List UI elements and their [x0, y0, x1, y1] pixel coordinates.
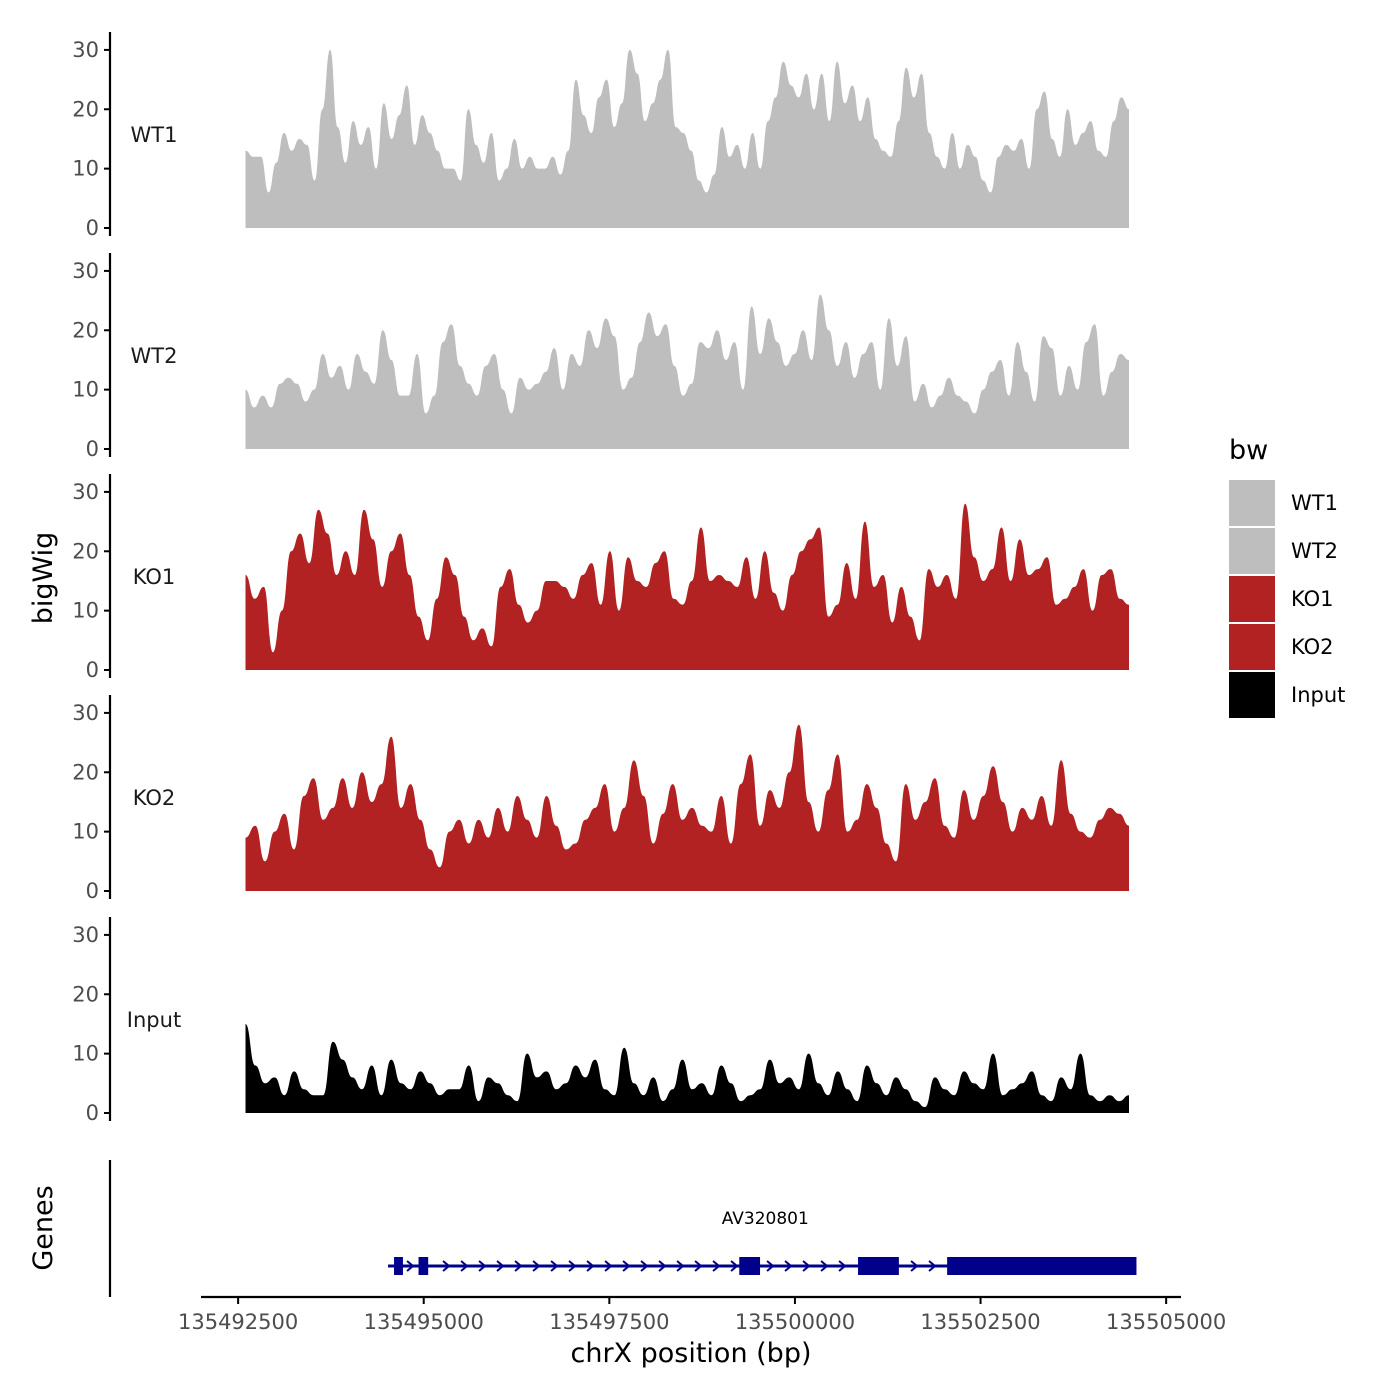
- x-tick-label: 135495000: [364, 1310, 484, 1334]
- legend-label-ko2: KO2: [1291, 635, 1334, 659]
- y-tick-label: 0: [86, 216, 99, 240]
- track-input: 0 10 20 30 Input: [72, 917, 1129, 1125]
- track-label-ko1: KO1: [133, 565, 176, 589]
- strand-arrow-icon: [676, 1260, 685, 1272]
- strand-arrow-icon: [730, 1260, 739, 1272]
- x-tick-label: 135500000: [735, 1310, 855, 1334]
- track-wt2: 0 10 20 30 WT2: [72, 253, 1129, 461]
- strand-arrow-icon: [496, 1260, 505, 1272]
- x-tick-label: 135497500: [549, 1310, 669, 1334]
- gene-exon: [394, 1257, 403, 1275]
- track-ko1: 0 10 20 30 KO1: [72, 474, 1129, 682]
- legend: bw WT1 WT2 KO1 KO2 Input: [1229, 435, 1345, 718]
- y-tick-label: 30: [72, 259, 99, 283]
- area-wt2: [245, 294, 1129, 449]
- strand-arrow-icon: [478, 1260, 487, 1272]
- y-tick-label: 10: [72, 599, 99, 623]
- x-axis: 135492500 135495000 135497500 135500000 1355…: [178, 1295, 1226, 1334]
- gene-exon: [739, 1257, 761, 1275]
- track-label-wt2: WT2: [131, 344, 178, 368]
- strand-arrow-icon: [658, 1260, 667, 1272]
- track-label-ko2: KO2: [133, 786, 176, 810]
- strand-arrow-icon: [838, 1260, 847, 1272]
- strand-arrow-icon: [766, 1260, 775, 1272]
- strand-arrow-icon: [460, 1260, 469, 1272]
- x-axis-title: chrX position (bp): [570, 1338, 811, 1369]
- track-ko2: 0 10 20 30 KO2: [72, 695, 1129, 903]
- strand-arrow-icon: [802, 1260, 811, 1272]
- strand-arrow-icon: [442, 1260, 451, 1272]
- strand-arrow-icon: [568, 1260, 577, 1272]
- y-axis-title: bigWig: [28, 532, 59, 625]
- track-label-wt1: WT1: [131, 123, 178, 147]
- y-tick-label: 20: [72, 760, 99, 784]
- strand-arrow-icon: [712, 1260, 721, 1272]
- strand-arrow-icon: [910, 1260, 919, 1272]
- legend-swatch-input: [1229, 672, 1275, 718]
- strand-arrow-icon: [406, 1260, 415, 1272]
- y-tick-label: 20: [72, 97, 99, 121]
- y-tick-label: 10: [72, 820, 99, 844]
- legend-label-ko1: KO1: [1291, 587, 1334, 611]
- legend-title: bw: [1229, 435, 1268, 466]
- y-tick-label: 0: [86, 658, 99, 682]
- legend-swatch-wt1: [1229, 480, 1275, 526]
- gene-exon: [418, 1257, 429, 1275]
- y-tick-label: 0: [86, 1101, 99, 1125]
- legend-swatch-ko2: [1229, 624, 1275, 670]
- strand-arrow-icon: [532, 1260, 541, 1272]
- x-tick-label: 135492500: [178, 1310, 298, 1334]
- area-input: [245, 1024, 1129, 1113]
- strand-arrow-icon: [586, 1260, 595, 1272]
- strand-arrow-icon: [640, 1260, 649, 1272]
- coverage-tracks: 0 10 20 30 WT1 0 10 20 30 WT2 0 10 20 30 KO1 0 10 20 30 KO2…: [72, 32, 1129, 1125]
- y-tick-label: 0: [86, 879, 99, 903]
- gene-exon: [947, 1257, 1137, 1275]
- y-tick-label: 20: [72, 539, 99, 563]
- y-tick-label: 20: [72, 982, 99, 1006]
- legend-swatch-wt2: [1229, 528, 1275, 574]
- y-tick-label: 30: [72, 923, 99, 947]
- legend-label-wt2: WT2: [1291, 539, 1338, 563]
- area-ko2: [245, 724, 1129, 891]
- track-wt1: 0 10 20 30 WT1: [72, 32, 1129, 240]
- y-tick-label: 30: [72, 38, 99, 62]
- genes-axis-title: Genes: [28, 1185, 59, 1270]
- strand-arrow-icon: [604, 1260, 613, 1272]
- strand-arrow-icon: [550, 1260, 559, 1272]
- strand-arrow-icon: [928, 1260, 937, 1272]
- y-tick-label: 30: [72, 480, 99, 504]
- x-tick-label: 135505000: [1106, 1310, 1226, 1334]
- y-tick-label: 30: [72, 701, 99, 725]
- gene-track: AV320801: [108, 1160, 1137, 1297]
- x-tick-label: 135502500: [920, 1310, 1040, 1334]
- area-ko1: [245, 503, 1129, 670]
- strand-arrow-icon: [622, 1260, 631, 1272]
- y-tick-label: 10: [72, 378, 99, 402]
- strand-arrow-icon: [514, 1260, 523, 1272]
- gene-name-label: AV320801: [722, 1209, 809, 1229]
- track-label-input: Input: [127, 1008, 181, 1032]
- legend-label-wt1: WT1: [1291, 491, 1338, 515]
- strand-arrow-icon: [784, 1260, 793, 1272]
- area-wt1: [245, 49, 1129, 228]
- gene-exon: [858, 1257, 899, 1275]
- legend-swatch-ko1: [1229, 576, 1275, 622]
- y-tick-label: 10: [72, 1042, 99, 1066]
- strand-arrow-icon: [694, 1260, 703, 1272]
- y-tick-label: 10: [72, 157, 99, 181]
- y-tick-label: 20: [72, 318, 99, 342]
- y-tick-label: 0: [86, 437, 99, 461]
- legend-label-input: Input: [1291, 683, 1345, 707]
- strand-arrow-icon: [820, 1260, 829, 1272]
